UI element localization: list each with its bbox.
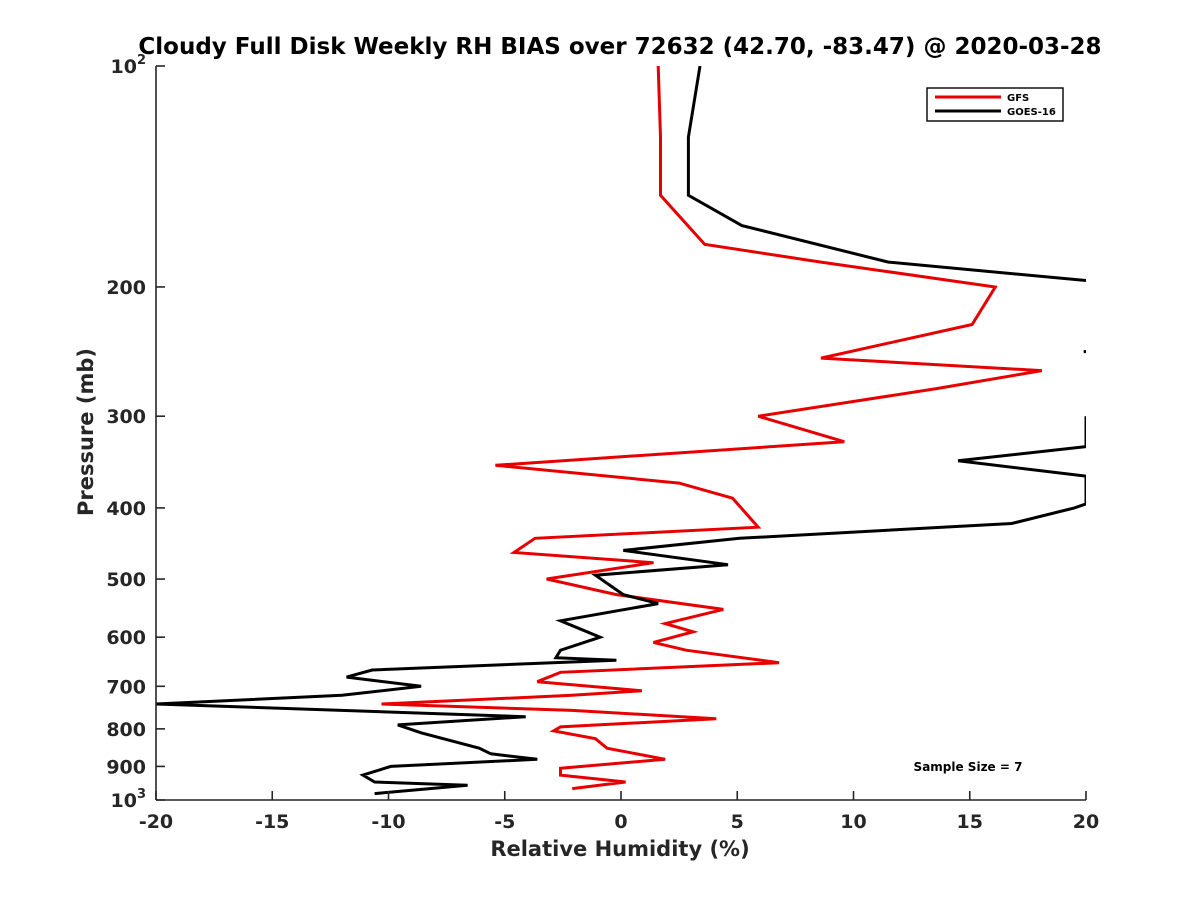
y-tick-label: 700 [106,676,146,698]
x-tick-label: 0 [614,811,627,833]
x-tick-label: 20 [1073,811,1099,833]
x-tick-label: 15 [957,811,983,833]
legend: GFS GOES-16 [926,87,1064,122]
plot-lines [156,66,1086,796]
legend-label: GFS [1007,93,1029,104]
y-tick-label: 200 [106,277,146,299]
y-tick-label: 103 [111,787,147,812]
chart-title: Cloudy Full Disk Weekly RH BIAS over 726… [138,34,1101,60]
x-tick-label: -15 [255,811,289,833]
y-ticks: 102 200 300 400 500 600 700 800 900 103 [106,53,165,812]
x-ticks: -20 -15 -10 -5 0 5 10 15 20 [139,791,1099,833]
y-tick-label: 300 [106,406,146,428]
series-line-0 [381,66,1043,791]
series-line-1 [156,66,1086,796]
y-axis-label: Pressure (mb) [74,348,98,516]
x-tick-label: -10 [371,811,405,833]
x-tick-label: 5 [731,811,744,833]
legend-label: GOES-16 [1007,107,1056,118]
y-tick-label: 600 [106,627,146,649]
y-tick-label: 500 [106,569,146,591]
y-tick-label: 800 [106,719,146,741]
x-tick-label: 10 [840,811,866,833]
x-tick-label: -20 [139,811,173,833]
y-tick-label: 400 [106,498,146,520]
x-axis-label: Relative Humidity (%) [490,837,749,861]
sample-size-annotation: Sample Size = 7 [914,760,1023,774]
y-tick-label: 900 [106,756,146,778]
legend-box [926,87,1064,122]
x-tick-label: -5 [494,811,515,833]
y-tick-label: 102 [111,53,147,78]
